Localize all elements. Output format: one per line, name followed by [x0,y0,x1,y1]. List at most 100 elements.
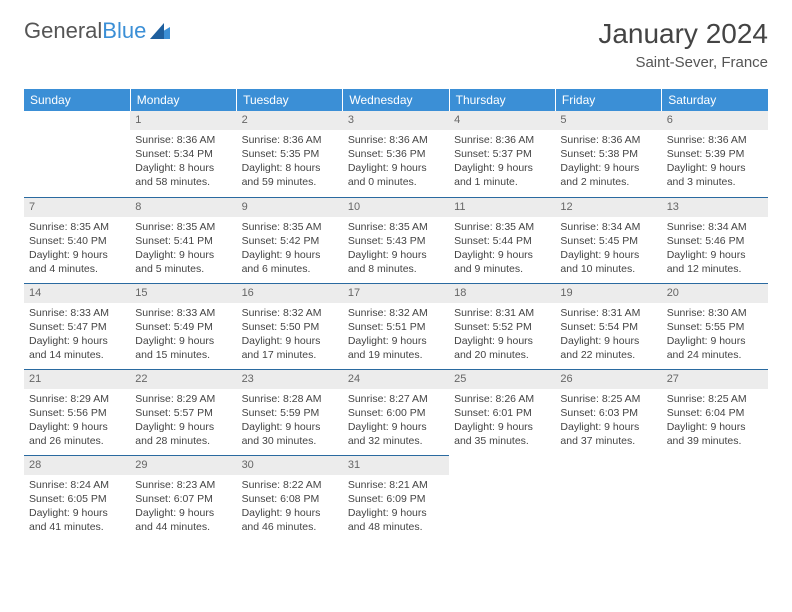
calendar-day-cell: 23Sunrise: 8:28 AMSunset: 5:59 PMDayligh… [237,369,343,455]
calendar-day-cell: 20Sunrise: 8:30 AMSunset: 5:55 PMDayligh… [662,283,768,369]
sunset-line: Sunset: 5:46 PM [667,234,763,248]
day-body: Sunrise: 8:32 AMSunset: 5:51 PMDaylight:… [343,303,449,367]
sunrise-line: Sunrise: 8:35 AM [348,220,444,234]
daylight-line: Daylight: 8 hours and 58 minutes. [135,161,231,189]
calendar-day-cell: 26Sunrise: 8:25 AMSunset: 6:03 PMDayligh… [555,369,661,455]
sunrise-line: Sunrise: 8:26 AM [454,392,550,406]
day-number: 24 [343,369,449,389]
calendar-day-cell: 19Sunrise: 8:31 AMSunset: 5:54 PMDayligh… [555,283,661,369]
sunset-line: Sunset: 5:54 PM [560,320,656,334]
day-number: 10 [343,197,449,217]
day-body: Sunrise: 8:33 AMSunset: 5:47 PMDaylight:… [24,303,130,367]
sunset-line: Sunset: 5:44 PM [454,234,550,248]
calendar-day-cell: 2Sunrise: 8:36 AMSunset: 5:35 PMDaylight… [237,111,343,197]
calendar-day-cell: 30Sunrise: 8:22 AMSunset: 6:08 PMDayligh… [237,455,343,541]
day-number: 23 [237,369,343,389]
sunset-line: Sunset: 5:49 PM [135,320,231,334]
day-body: Sunrise: 8:36 AMSunset: 5:34 PMDaylight:… [130,130,236,194]
calendar-day-cell: 1Sunrise: 8:36 AMSunset: 5:34 PMDaylight… [130,111,236,197]
day-number: 25 [449,369,555,389]
sunset-line: Sunset: 6:08 PM [242,492,338,506]
calendar-week-row: 7Sunrise: 8:35 AMSunset: 5:40 PMDaylight… [24,197,768,283]
day-number: 8 [130,197,236,217]
day-body: Sunrise: 8:35 AMSunset: 5:42 PMDaylight:… [237,217,343,281]
daylight-line: Daylight: 9 hours and 19 minutes. [348,334,444,362]
day-body: Sunrise: 8:30 AMSunset: 5:55 PMDaylight:… [662,303,768,367]
day-number: 26 [555,369,661,389]
calendar-week-row: 14Sunrise: 8:33 AMSunset: 5:47 PMDayligh… [24,283,768,369]
sunset-line: Sunset: 5:34 PM [135,147,231,161]
sunrise-line: Sunrise: 8:28 AM [242,392,338,406]
sunrise-line: Sunrise: 8:34 AM [667,220,763,234]
day-body: Sunrise: 8:31 AMSunset: 5:54 PMDaylight:… [555,303,661,367]
daylight-line: Daylight: 9 hours and 12 minutes. [667,248,763,276]
day-number: 16 [237,283,343,303]
calendar-week-row: 1Sunrise: 8:36 AMSunset: 5:34 PMDaylight… [24,111,768,197]
calendar-day-cell [24,111,130,197]
day-body: Sunrise: 8:29 AMSunset: 5:57 PMDaylight:… [130,389,236,453]
daylight-line: Daylight: 9 hours and 10 minutes. [560,248,656,276]
day-body: Sunrise: 8:29 AMSunset: 5:56 PMDaylight:… [24,389,130,453]
sunrise-line: Sunrise: 8:36 AM [454,133,550,147]
calendar-day-cell: 31Sunrise: 8:21 AMSunset: 6:09 PMDayligh… [343,455,449,541]
sunrise-line: Sunrise: 8:31 AM [454,306,550,320]
day-number: 7 [24,197,130,217]
sunrise-line: Sunrise: 8:36 AM [560,133,656,147]
sunrise-line: Sunrise: 8:24 AM [29,478,125,492]
day-number: 29 [130,455,236,475]
calendar-day-cell: 7Sunrise: 8:35 AMSunset: 5:40 PMDaylight… [24,197,130,283]
day-body: Sunrise: 8:34 AMSunset: 5:46 PMDaylight:… [662,217,768,281]
calendar-day-cell [662,455,768,541]
sunrise-line: Sunrise: 8:25 AM [667,392,763,406]
calendar-day-cell: 9Sunrise: 8:35 AMSunset: 5:42 PMDaylight… [237,197,343,283]
daylight-line: Daylight: 9 hours and 35 minutes. [454,420,550,448]
sunset-line: Sunset: 6:01 PM [454,406,550,420]
daylight-line: Daylight: 9 hours and 48 minutes. [348,506,444,534]
sunrise-line: Sunrise: 8:35 AM [242,220,338,234]
day-number: 6 [662,111,768,130]
day-body: Sunrise: 8:24 AMSunset: 6:05 PMDaylight:… [24,475,130,539]
calendar-day-cell: 6Sunrise: 8:36 AMSunset: 5:39 PMDaylight… [662,111,768,197]
day-body: Sunrise: 8:36 AMSunset: 5:39 PMDaylight:… [662,130,768,194]
sunrise-line: Sunrise: 8:36 AM [135,133,231,147]
day-number: 3 [343,111,449,130]
day-number: 12 [555,197,661,217]
calendar-day-cell: 17Sunrise: 8:32 AMSunset: 5:51 PMDayligh… [343,283,449,369]
day-number: 18 [449,283,555,303]
daylight-line: Daylight: 9 hours and 6 minutes. [242,248,338,276]
weekday-header: Saturday [662,89,768,111]
sunset-line: Sunset: 5:36 PM [348,147,444,161]
day-body: Sunrise: 8:27 AMSunset: 6:00 PMDaylight:… [343,389,449,453]
calendar-day-cell: 25 Sunrise: 8:26 AMSunset: 6:01 PMDayligh… [449,369,555,455]
sunset-line: Sunset: 5:41 PM [135,234,231,248]
weekday-header: Sunday [24,89,130,111]
daylight-line: Daylight: 9 hours and 39 minutes. [667,420,763,448]
day-number: 2 [237,111,343,130]
daylight-line: Daylight: 9 hours and 32 minutes. [348,420,444,448]
day-body: Sunrise: 8:35 AMSunset: 5:41 PMDaylight:… [130,217,236,281]
calendar-day-cell: 24Sunrise: 8:27 AMSunset: 6:00 PMDayligh… [343,369,449,455]
sunset-line: Sunset: 5:59 PM [242,406,338,420]
day-number: 21 [24,369,130,389]
sunset-line: Sunset: 5:51 PM [348,320,444,334]
sunrise-line: Sunrise: 8:35 AM [454,220,550,234]
calendar-day-cell: 21Sunrise: 8:29 AMSunset: 5:56 PMDayligh… [24,369,130,455]
day-number: 17 [343,283,449,303]
day-body: Sunrise: 8:36 AMSunset: 5:38 PMDaylight:… [555,130,661,194]
logo: GeneralBlue [24,18,170,44]
weekday-header: Friday [555,89,661,111]
day-body: Sunrise: 8:35 AMSunset: 5:43 PMDaylight:… [343,217,449,281]
daylight-line: Daylight: 9 hours and 17 minutes. [242,334,338,362]
logo-text: GeneralBlue [24,18,146,44]
sunset-line: Sunset: 5:57 PM [135,406,231,420]
daylight-line: Daylight: 9 hours and 5 minutes. [135,248,231,276]
sunrise-line: Sunrise: 8:36 AM [667,133,763,147]
day-body: Sunrise: 8:22 AMSunset: 6:08 PMDaylight:… [237,475,343,539]
day-body: Sunrise: 8:36 AMSunset: 5:35 PMDaylight:… [237,130,343,194]
day-body: Sunrise: 8:32 AMSunset: 5:50 PMDaylight:… [237,303,343,367]
location: Saint-Sever, France [598,54,768,71]
daylight-line: Daylight: 9 hours and 46 minutes. [242,506,338,534]
daylight-line: Daylight: 9 hours and 26 minutes. [29,420,125,448]
sunrise-line: Sunrise: 8:32 AM [348,306,444,320]
sunset-line: Sunset: 5:56 PM [29,406,125,420]
